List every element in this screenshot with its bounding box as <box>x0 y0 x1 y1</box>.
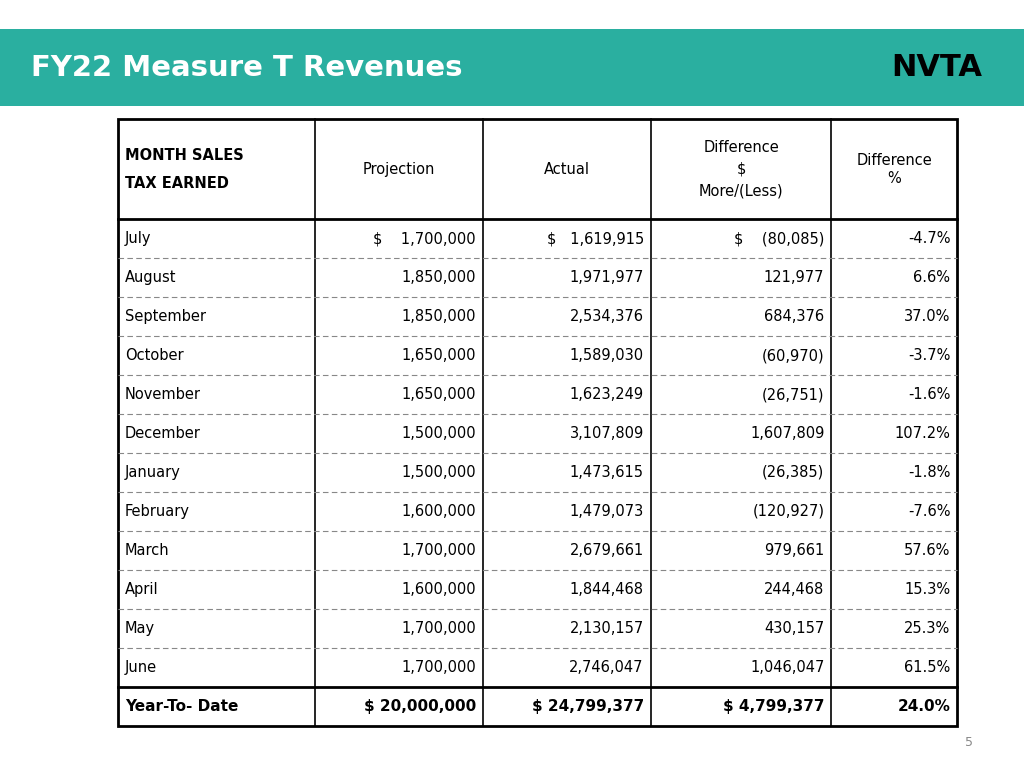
Text: August: August <box>125 270 176 285</box>
Text: 1,600,000: 1,600,000 <box>401 504 476 519</box>
Text: Difference: Difference <box>703 140 779 154</box>
Text: $    1,700,000: $ 1,700,000 <box>373 231 476 246</box>
Text: 57.6%: 57.6% <box>904 543 950 558</box>
Text: (60,970): (60,970) <box>762 348 824 363</box>
Text: 2,130,157: 2,130,157 <box>569 621 644 636</box>
Text: January: January <box>125 465 181 480</box>
Text: 1,850,000: 1,850,000 <box>401 270 476 285</box>
Text: -1.8%: -1.8% <box>908 465 950 480</box>
Text: Table 1: Measure T Sales Tax Revenues Received: Table 1: Measure T Sales Tax Revenues Re… <box>92 81 608 100</box>
Text: 25.3%: 25.3% <box>904 621 950 636</box>
Text: %: % <box>888 170 901 186</box>
Text: 1,500,000: 1,500,000 <box>401 465 476 480</box>
Text: 430,157: 430,157 <box>764 621 824 636</box>
Bar <box>118 119 957 726</box>
Text: July: July <box>125 231 152 246</box>
Text: 1,850,000: 1,850,000 <box>401 309 476 324</box>
Text: September: September <box>125 309 206 324</box>
Text: (26,385): (26,385) <box>762 465 824 480</box>
Text: 1,650,000: 1,650,000 <box>401 387 476 402</box>
Text: March: March <box>125 543 170 558</box>
Text: 2,746,047: 2,746,047 <box>569 660 644 675</box>
Text: -4.7%: -4.7% <box>907 231 950 246</box>
Text: February: February <box>125 504 189 519</box>
Text: FY22 Measure T Revenues: FY22 Measure T Revenues <box>31 54 462 81</box>
Text: (120,927): (120,927) <box>753 504 824 519</box>
Text: $: $ <box>736 161 745 177</box>
Text: $ 20,000,000: $ 20,000,000 <box>364 699 476 713</box>
Text: October: October <box>125 348 183 363</box>
Text: 2,534,376: 2,534,376 <box>569 309 644 324</box>
Text: 1,623,249: 1,623,249 <box>569 387 644 402</box>
Text: MONTH SALES: MONTH SALES <box>125 147 244 163</box>
Text: 1,650,000: 1,650,000 <box>401 348 476 363</box>
Text: $ 4,799,377: $ 4,799,377 <box>723 699 824 713</box>
Text: $    (80,085): $ (80,085) <box>734 231 824 246</box>
Text: 121,977: 121,977 <box>764 270 824 285</box>
Text: April: April <box>125 582 159 597</box>
Text: -7.6%: -7.6% <box>907 504 950 519</box>
Text: 1,600,000: 1,600,000 <box>401 582 476 597</box>
Text: -3.7%: -3.7% <box>908 348 950 363</box>
Text: (26,751): (26,751) <box>762 387 824 402</box>
Text: Projection: Projection <box>362 161 435 177</box>
Text: 1,479,073: 1,479,073 <box>569 504 644 519</box>
Text: $   1,619,915: $ 1,619,915 <box>547 231 644 246</box>
Text: 979,661: 979,661 <box>764 543 824 558</box>
Text: 1,473,615: 1,473,615 <box>569 465 644 480</box>
Text: 6.6%: 6.6% <box>913 270 950 285</box>
Text: 5: 5 <box>965 736 973 749</box>
Text: December: December <box>125 426 201 441</box>
Text: 107.2%: 107.2% <box>894 426 950 441</box>
Text: NVTA: NVTA <box>891 53 982 82</box>
Text: 684,376: 684,376 <box>764 309 824 324</box>
Text: 1,700,000: 1,700,000 <box>401 621 476 636</box>
Text: -1.6%: -1.6% <box>908 387 950 402</box>
Text: 1,607,809: 1,607,809 <box>750 426 824 441</box>
Text: Difference: Difference <box>857 153 932 167</box>
Text: 244,468: 244,468 <box>764 582 824 597</box>
Text: 24.0%: 24.0% <box>897 699 950 713</box>
Text: 2,679,661: 2,679,661 <box>569 543 644 558</box>
Text: 1,500,000: 1,500,000 <box>401 426 476 441</box>
Text: 1,046,047: 1,046,047 <box>750 660 824 675</box>
Text: 1,700,000: 1,700,000 <box>401 660 476 675</box>
Text: Actual: Actual <box>544 161 590 177</box>
Text: More/(Less): More/(Less) <box>699 184 783 199</box>
Text: 1,589,030: 1,589,030 <box>569 348 644 363</box>
Text: 15.3%: 15.3% <box>904 582 950 597</box>
Text: November: November <box>125 387 201 402</box>
Text: June: June <box>125 660 157 675</box>
Text: 1,971,977: 1,971,977 <box>569 270 644 285</box>
Text: May: May <box>125 621 155 636</box>
Text: 1,844,468: 1,844,468 <box>569 582 644 597</box>
Text: 1,700,000: 1,700,000 <box>401 543 476 558</box>
Text: 3,107,809: 3,107,809 <box>569 426 644 441</box>
Text: $ 24,799,377: $ 24,799,377 <box>531 699 644 713</box>
Text: Year-To- Date: Year-To- Date <box>125 699 239 713</box>
Text: 61.5%: 61.5% <box>904 660 950 675</box>
Text: 37.0%: 37.0% <box>904 309 950 324</box>
Text: TAX EARNED: TAX EARNED <box>125 176 228 190</box>
